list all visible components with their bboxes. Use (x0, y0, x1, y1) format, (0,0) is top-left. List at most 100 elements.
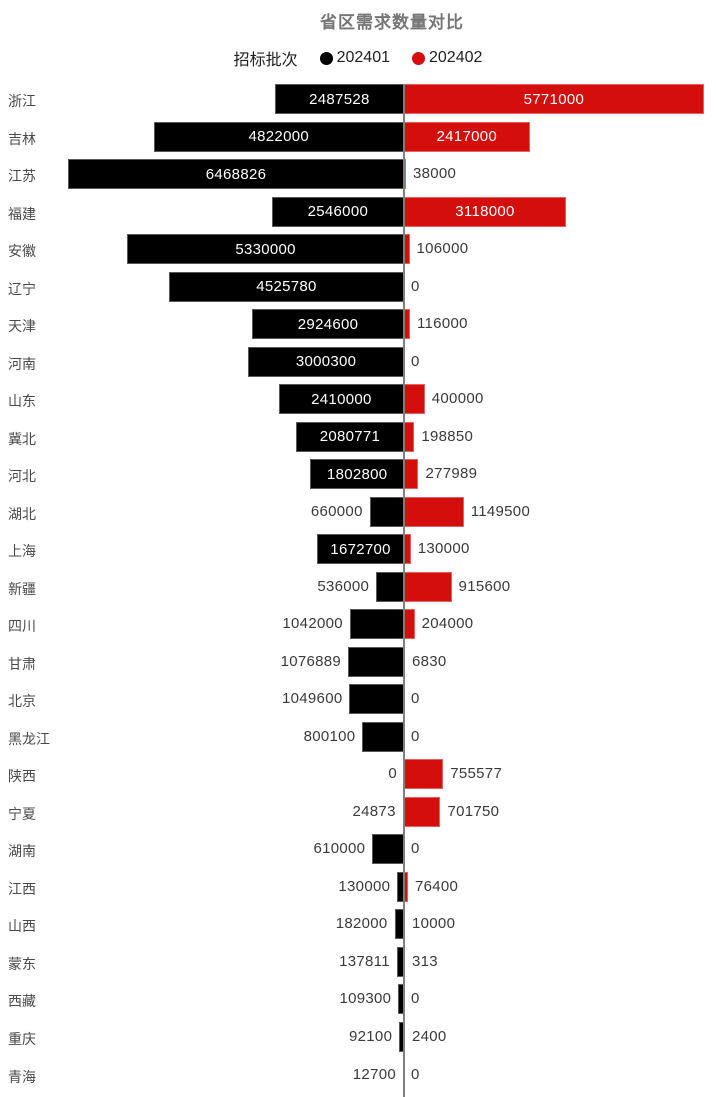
legend-item-202401[interactable]: 202401 (319, 49, 390, 67)
value-label: 24873 (352, 802, 396, 820)
value-label: 204000 (421, 615, 474, 633)
value-label: 2487528 (309, 90, 370, 108)
chart-row: 浙江 2487528 5771000 (0, 84, 716, 114)
value-label: 76400 (414, 877, 459, 895)
legend-label: 202401 (336, 49, 390, 66)
bar-202401[interactable]: 2546000 (271, 196, 404, 227)
bar-202401[interactable]: 2080771 (295, 421, 404, 452)
category-label: 甘肃 (8, 655, 36, 672)
bar-202401[interactable] (369, 496, 404, 527)
chart-row: 新疆 536000 915600 (0, 571, 716, 602)
category-label: 江苏 (8, 168, 36, 185)
legend-label: 202402 (429, 49, 483, 66)
value-label: 130000 (338, 877, 391, 895)
value-label: 2546000 (307, 203, 369, 221)
bar-202401[interactable]: 1672700 (317, 534, 404, 565)
value-label: 1672700 (330, 540, 391, 558)
bar-202402[interactable] (404, 796, 441, 827)
bar-202402[interactable]: 2417000 (404, 121, 530, 152)
bar-202401[interactable]: 3000300 (248, 346, 404, 377)
category-label: 湖南 (8, 843, 36, 860)
chart-row: 北京 1049600 0 (0, 684, 716, 715)
bar-202402[interactable]: 3118000 (404, 196, 566, 227)
value-label: 313 (412, 952, 438, 970)
legend-item-202402[interactable]: 202402 (412, 49, 482, 67)
value-label: 12700 (352, 1065, 396, 1083)
bar-202402[interactable] (404, 759, 444, 790)
category-label: 新疆 (8, 580, 36, 597)
bar-202402[interactable] (404, 234, 410, 265)
chart-row: 冀北 2080771 198850 (0, 421, 716, 452)
bar-202401[interactable] (398, 984, 404, 1015)
chart-row: 河南 3000300 0 (0, 346, 716, 377)
value-label: 38000 (412, 165, 457, 183)
category-label: 黑龙江 (8, 730, 50, 747)
value-label: 130000 (417, 540, 470, 558)
category-label: 陕西 (8, 768, 36, 785)
bar-202401[interactable]: 5330000 (127, 234, 404, 265)
bar-202401[interactable]: 2487528 (274, 84, 404, 114)
bar-202401[interactable] (397, 871, 404, 902)
value-label: 6468826 (205, 165, 267, 183)
value-label: 277989 (425, 465, 478, 483)
category-label: 安徽 (8, 243, 36, 260)
value-label: 2924600 (297, 315, 359, 333)
bar-202402[interactable] (404, 571, 452, 602)
legend: 招标批次 202401 202402 (0, 46, 716, 70)
bar-202401[interactable] (362, 721, 404, 752)
category-label: 冀北 (8, 430, 36, 447)
value-label: 3000300 (295, 353, 357, 371)
bar-202402[interactable]: 5771000 (404, 84, 704, 114)
bar-202401[interactable] (396, 946, 404, 977)
value-label: 0 (411, 352, 420, 370)
bar-202402[interactable] (404, 534, 411, 565)
chart-row: 湖南 610000 0 (0, 834, 716, 865)
chart-row: 上海 1672700 130000 (0, 534, 716, 565)
value-label: 137811 (339, 952, 390, 970)
chart-row: 蒙东 137811 313 (0, 946, 716, 977)
bar-202401[interactable]: 2924600 (252, 309, 404, 340)
chart-row: 四川 1042000 204000 (0, 609, 716, 640)
value-label: 4822000 (248, 128, 309, 146)
bar-202402[interactable] (404, 609, 415, 640)
chart-row: 山西 182000 10000 (0, 909, 716, 940)
bar-202401[interactable] (349, 684, 404, 715)
value-label: 116000 (417, 315, 468, 333)
bar-202401[interactable] (349, 609, 404, 640)
value-label: 3118000 (455, 203, 515, 221)
bar-202401[interactable]: 2410000 (278, 384, 404, 415)
bar-202402[interactable] (404, 871, 408, 902)
bar-202402[interactable] (404, 459, 419, 490)
bar-202401[interactable] (372, 834, 404, 865)
value-label: 2080771 (319, 428, 381, 446)
value-label: 5771000 (523, 90, 585, 108)
category-label: 西藏 (8, 993, 36, 1010)
value-label: 400000 (431, 390, 484, 408)
bar-202401[interactable]: 6468826 (68, 159, 404, 190)
bar-202402[interactable] (404, 421, 415, 452)
bar-202401[interactable] (399, 1022, 404, 1052)
bar-202402[interactable] (404, 496, 464, 527)
chart-row: 重庆 92100 2400 (0, 1022, 716, 1052)
category-label: 山东 (8, 393, 36, 410)
chart-row: 辽宁 4525780 0 (0, 271, 716, 302)
value-label: 755577 (450, 765, 503, 783)
category-label: 辽宁 (8, 280, 36, 297)
category-label: 湖北 (8, 505, 36, 522)
bar-202402[interactable] (404, 309, 411, 340)
value-label: 0 (388, 765, 397, 783)
bar-202402[interactable] (404, 384, 425, 415)
value-label: 0 (411, 727, 420, 745)
legend-dot-black-icon (319, 51, 333, 65)
bar-202401[interactable] (376, 571, 404, 602)
bar-202401[interactable]: 4822000 (153, 121, 404, 152)
category-label: 蒙东 (8, 955, 36, 972)
category-label: 河南 (8, 355, 36, 372)
chart-row: 江苏 6468826 38000 (0, 159, 716, 190)
bar-202401[interactable] (348, 646, 404, 677)
bar-202401[interactable] (394, 909, 404, 940)
bar-202401[interactable]: 1802800 (310, 459, 404, 490)
value-label: 0 (411, 840, 420, 858)
bar-202401[interactable]: 4525780 (168, 271, 404, 302)
chart-row: 河北 1802800 277989 (0, 459, 716, 490)
